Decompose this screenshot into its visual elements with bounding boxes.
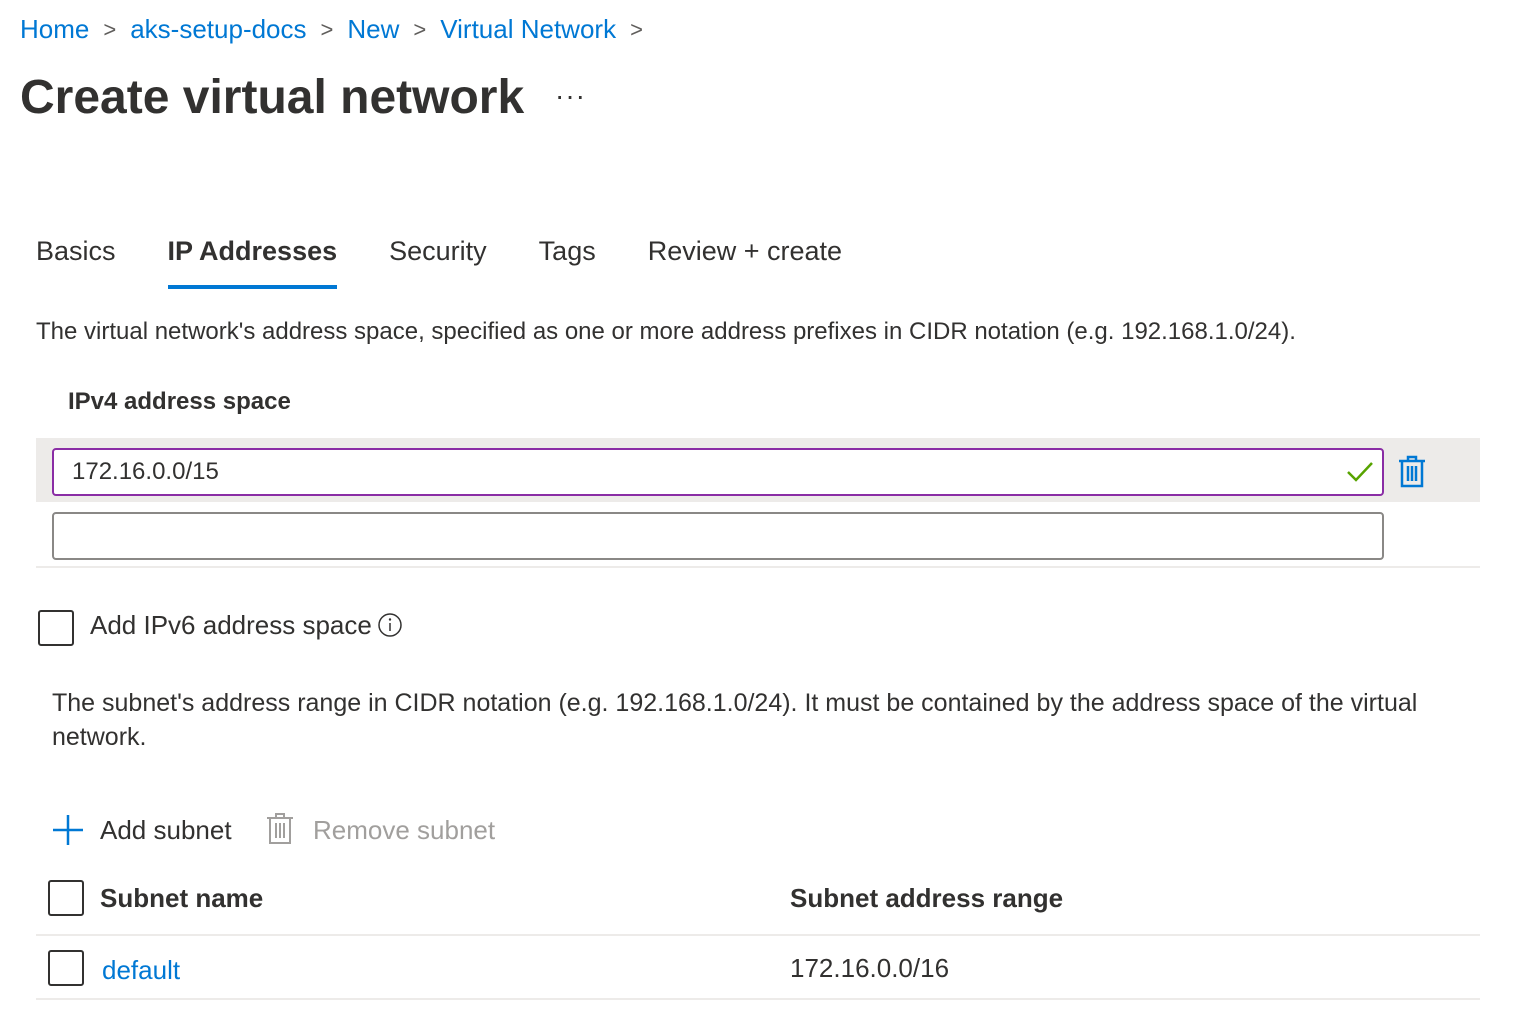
ipv6-checkbox[interactable]	[38, 610, 74, 646]
breadcrumb-aks-setup-docs[interactable]: aks-setup-docs	[130, 14, 307, 44]
ipv4-address-input-empty[interactable]	[52, 512, 1384, 560]
chevron-right-icon: >	[630, 16, 643, 42]
page-title: Create virtual network	[20, 71, 525, 124]
chevron-right-icon: >	[413, 16, 427, 42]
add-subnet-button[interactable]: Add subnet	[100, 815, 232, 845]
valid-check-icon	[1347, 462, 1373, 482]
subnet-description: The subnet's address range in CIDR notat…	[52, 689, 1418, 751]
divider	[36, 934, 1480, 936]
subnet-name-link[interactable]: default	[102, 955, 181, 985]
chevron-right-icon: >	[320, 16, 334, 42]
breadcrumb-virtual-network[interactable]: Virtual Network	[440, 14, 617, 44]
tab-security[interactable]: Security	[389, 236, 487, 266]
ipv4-address-input[interactable]	[52, 448, 1384, 496]
address-space-description: The virtual network's address space, spe…	[36, 318, 1296, 345]
tab-review-create[interactable]: Review + create	[647, 236, 843, 266]
tab-bar: Basics IP Addresses Security Tags Review…	[36, 236, 894, 289]
trash-icon	[267, 813, 293, 844]
breadcrumb-new[interactable]: New	[347, 14, 400, 44]
tab-basics[interactable]: Basics	[36, 236, 116, 266]
ipv4-label: IPv4 address space	[68, 388, 291, 415]
divider	[36, 566, 1480, 568]
tab-ip-addresses[interactable]: IP Addresses	[167, 236, 338, 289]
chevron-right-icon: >	[103, 16, 117, 42]
ipv6-label: Add IPv6 address space	[90, 610, 372, 640]
info-icon[interactable]	[377, 612, 403, 638]
remove-subnet-button[interactable]: Remove subnet	[313, 815, 496, 845]
column-header-subnet-name[interactable]: Subnet name	[100, 883, 264, 913]
breadcrumb: Home > aks-setup-docs > New > Virtual Netwo…	[20, 14, 657, 45]
row-checkbox[interactable]	[48, 950, 84, 986]
subnet-range: 172.16.0.0/16	[790, 953, 950, 983]
select-all-checkbox[interactable]	[48, 880, 84, 916]
divider	[36, 998, 1480, 1000]
column-header-subnet-range[interactable]: Subnet address range	[790, 883, 1064, 913]
delete-icon[interactable]	[1398, 455, 1426, 489]
breadcrumb-home[interactable]: Home	[20, 14, 90, 44]
more-options-icon[interactable]: ···	[555, 80, 586, 111]
plus-icon[interactable]	[52, 814, 84, 846]
tab-tags[interactable]: Tags	[538, 236, 596, 266]
